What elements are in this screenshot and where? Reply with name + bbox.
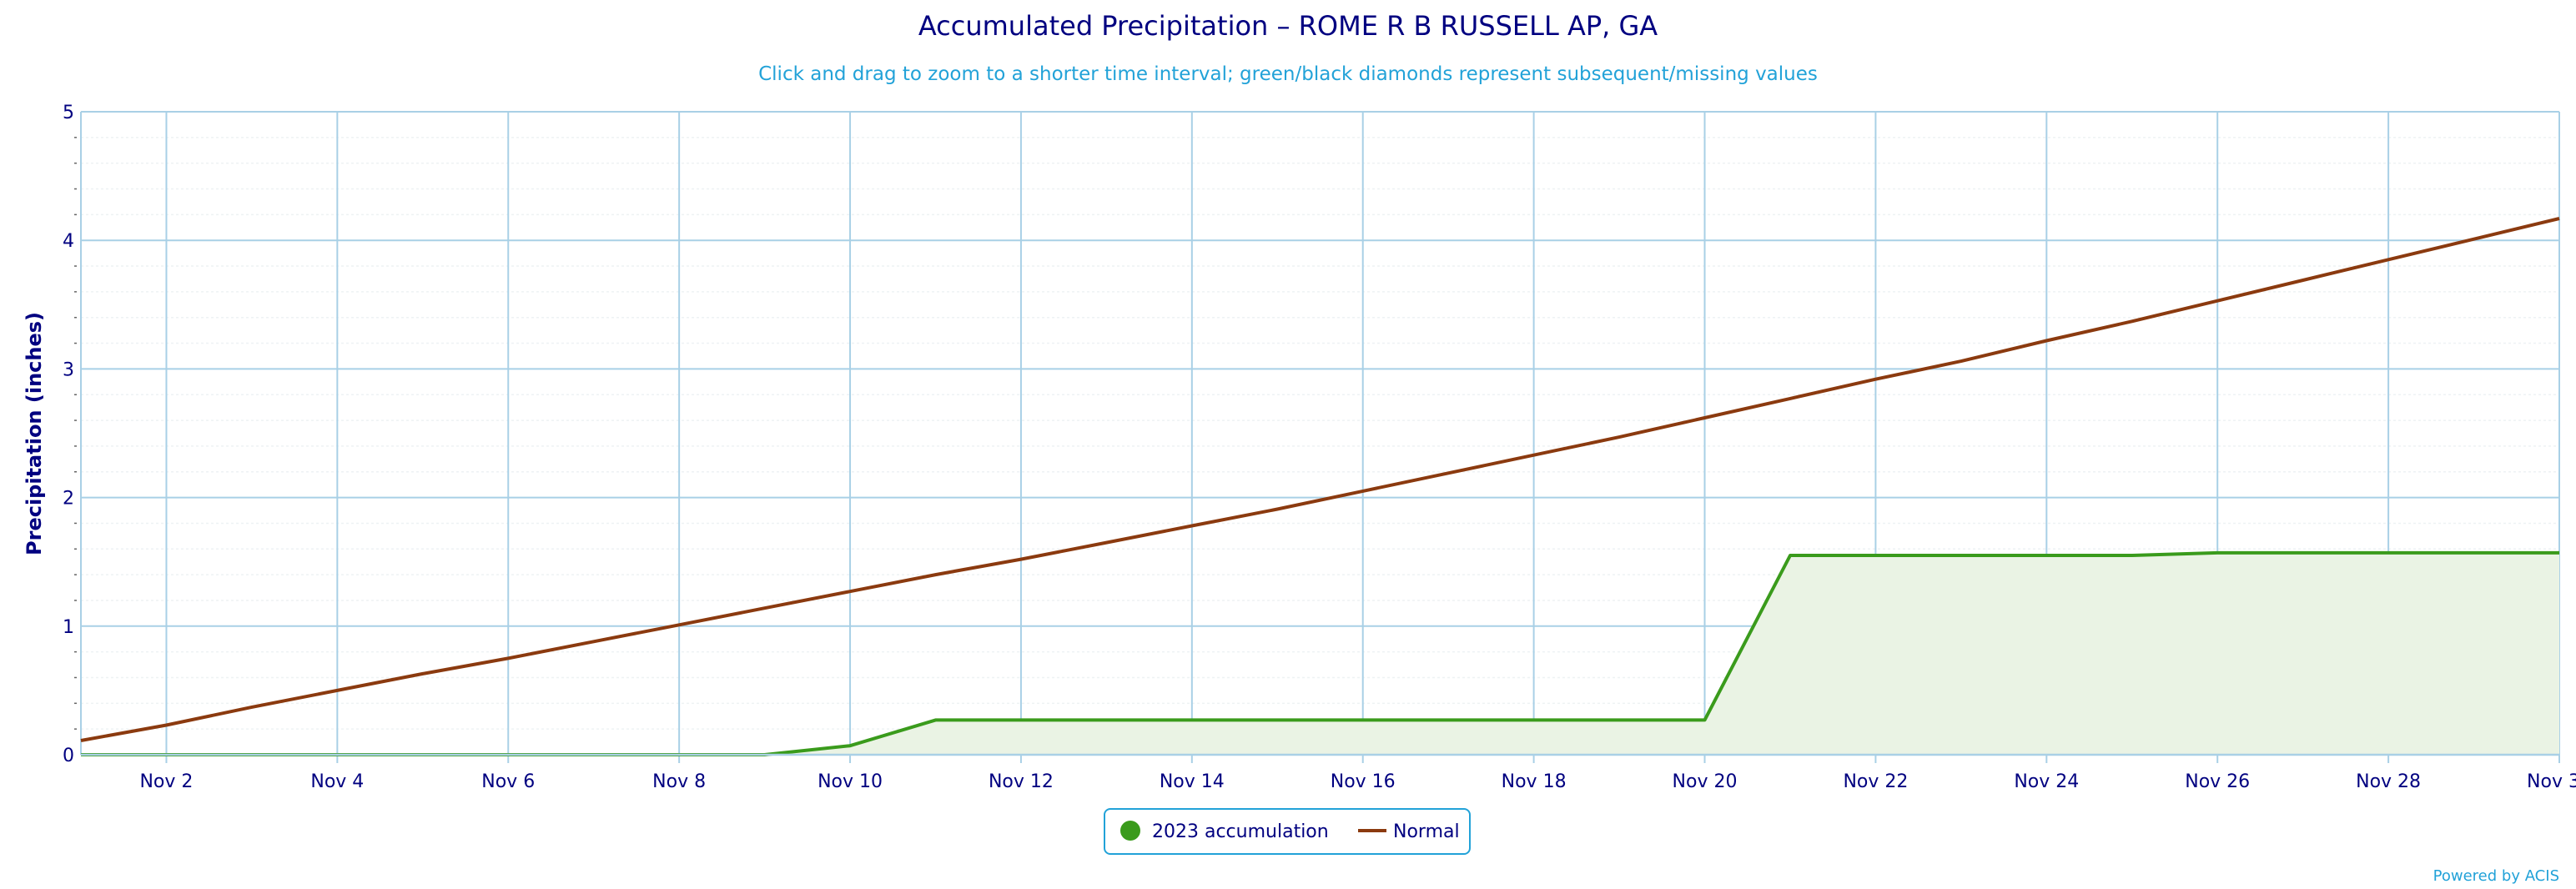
y-tick-label: 2 [63, 489, 74, 510]
legend-item-normal[interactable]: Normal [1358, 821, 1460, 842]
y-tick-label: 0 [63, 746, 74, 766]
y-tick-label: 4 [63, 231, 74, 252]
x-tick-label: Nov 24 [2014, 771, 2079, 792]
x-tick-label: Nov 16 [1331, 771, 1396, 792]
plot-area[interactable]: 0 1 2 3 4 5 Nov 2 Nov 4 Nov 6 Nov 8 Nov 10 Nov 12 No… [63, 103, 2576, 792]
x-tick-label: Nov 6 [481, 771, 535, 792]
y-axis-title: Precipitation (inches) [23, 312, 46, 555]
x-tick-label: Nov 28 [2356, 771, 2421, 792]
legend-marker-2023 [1120, 821, 1140, 841]
x-tick-label: Nov 12 [989, 771, 1054, 792]
x-tick-label: Nov 22 [1843, 771, 1908, 792]
x-tick-label: Nov 2 [139, 771, 193, 792]
legend[interactable]: 2023 accumulation Normal [1104, 808, 1471, 855]
x-tick-label: Nov 26 [2185, 771, 2250, 792]
x-tick-label: Nov 18 [1502, 771, 1567, 792]
x-tick-label: Nov 14 [1160, 771, 1225, 792]
y-tick-label: 1 [63, 617, 74, 638]
x-tick-label: Nov 20 [1673, 771, 1738, 792]
chart-title: Accumulated Precipitation – ROME R B RUS… [918, 10, 1658, 42]
series-area-2023-accumulation [81, 552, 2559, 755]
legend-label-2023: 2023 accumulation [1152, 821, 1329, 842]
legend-item-2023-accumulation[interactable]: 2023 accumulation [1120, 821, 1329, 842]
y-tick-label: 5 [63, 103, 74, 123]
x-tick-label: Nov 8 [652, 771, 706, 792]
legend-box [1104, 808, 1471, 855]
legend-label-normal: Normal [1393, 821, 1460, 842]
x-tick-label: Nov 4 [310, 771, 364, 792]
x-tick-label: Nov 30 [2527, 771, 2576, 792]
x-tick-label: Nov 10 [818, 771, 883, 792]
chart-subtitle: Click and drag to zoom to a shorter time… [758, 63, 1818, 85]
powered-by-credit[interactable]: Powered by ACIS [2433, 867, 2559, 885]
series-line-normal[interactable] [80, 217, 2560, 742]
y-tick-label: 3 [63, 359, 74, 380]
